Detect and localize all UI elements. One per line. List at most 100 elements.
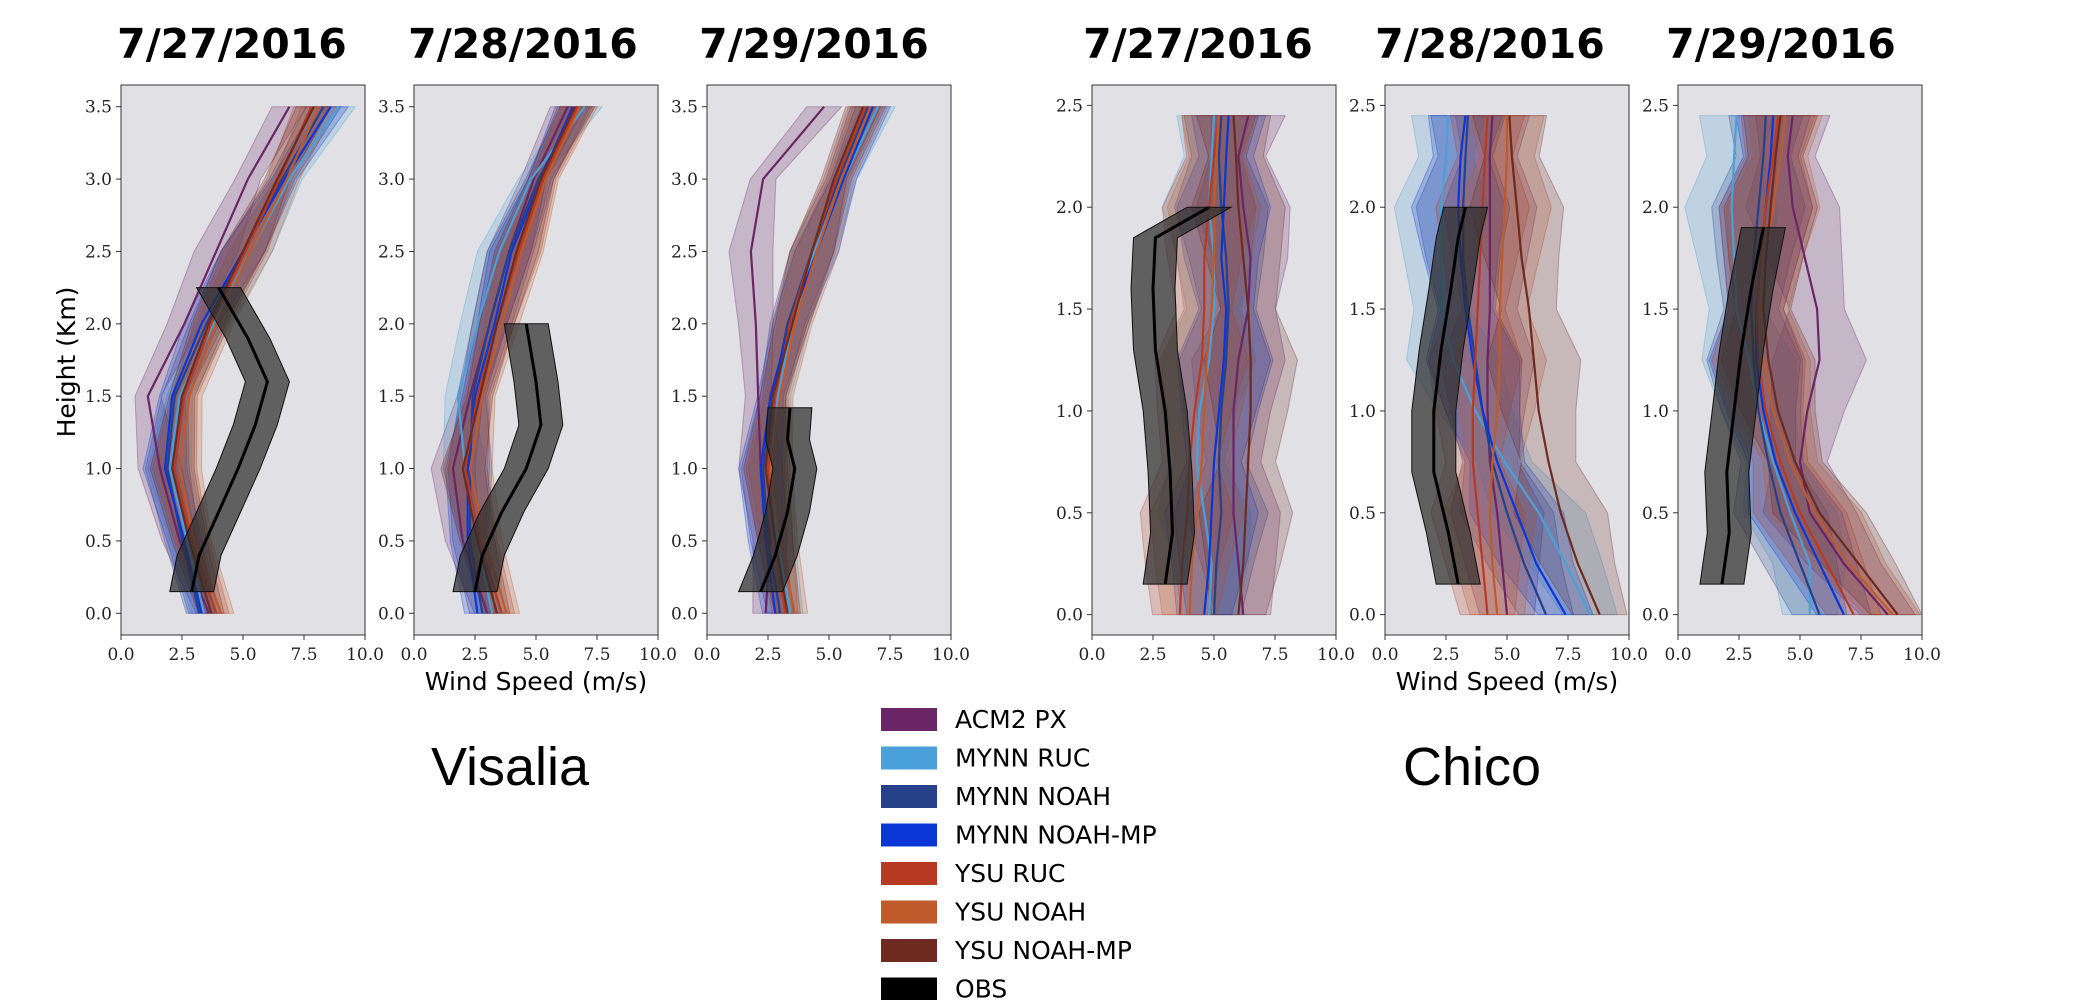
x-axis-label: Wind Speed (m/s) [425, 667, 647, 696]
x-tick-label: 10.0 [1903, 645, 1941, 665]
y-tick-label: 2.0 [85, 315, 112, 335]
legend: ACM2 PX MYNN RUC MYNN NOAH MYNN NOAH-MP YSU … [881, 705, 1157, 1000]
x-tick-label: 10.0 [932, 645, 970, 665]
y-tick-label: 1.0 [1056, 402, 1083, 422]
y-tick-label: 2.5 [1642, 96, 1669, 116]
spread-band-ysu-noah-mp [440, 106, 594, 614]
spread-band-mynn-ruc [147, 106, 357, 614]
legend-label-acm2-px: ACM2 PX [955, 705, 1067, 734]
x-tick-label: 5.0 [522, 645, 549, 665]
x-tick-label: 5.0 [1786, 645, 1813, 665]
mean-line-mynn-noah [1212, 115, 1230, 615]
y-tick-label: 0.0 [1056, 606, 1083, 626]
legend-label-ysu-noah: YSU NOAH [954, 898, 1086, 927]
y-tick-label: 0.5 [671, 532, 698, 552]
obs-mean-line [1432, 206, 1467, 585]
y-tick-label: 1.5 [1642, 300, 1669, 320]
spread-band-mynn-noah [447, 106, 596, 614]
y-tick-label: 3.5 [85, 98, 112, 118]
mean-line-ysu-noah [1188, 115, 1220, 615]
y-tick-label: 1.0 [85, 460, 112, 480]
x-tick-label: 5.0 [229, 645, 256, 665]
x-axis-label: Wind Speed (m/s) [1396, 667, 1618, 696]
mean-line-mynn-noah [469, 106, 579, 614]
x-tick-label: 10.0 [1317, 645, 1355, 665]
panel-date-title: 7/28/2016 [1375, 20, 1605, 68]
obs-mean-line [473, 323, 543, 592]
panel-date-title: 7/27/2016 [117, 20, 347, 68]
obs-spread-band [1130, 206, 1233, 585]
site-label-visalia: Visalia [431, 737, 590, 797]
x-tick-label: 2.5 [168, 645, 195, 665]
y-tick-label: 1.5 [85, 387, 112, 407]
y-tick-label: 1.0 [1642, 402, 1669, 422]
legend-label-mynn-noah-mp: MYNN NOAH-MP [955, 821, 1157, 850]
y-tick-label: 1.0 [1349, 402, 1376, 422]
legend-label-ysu-noah-mp: YSU NOAH-MP [954, 936, 1132, 965]
y-tick-label: 2.5 [1349, 96, 1376, 116]
legend-label-obs: OBS [955, 975, 1007, 1000]
spread-band-ysu-ruc [442, 106, 596, 614]
mean-line-ysu-ruc [1471, 115, 1489, 615]
x-tick-label: 7.5 [1554, 645, 1581, 665]
y-tick-label: 0.0 [1349, 606, 1376, 626]
y-tick-label: 3.0 [671, 170, 698, 190]
panel-visalia-3: 7/29/2016 0.0 2.5 5.0 7.5 10.0 0.0 0.5 1.0 1.5 2.0… [671, 20, 970, 665]
mean-line-acm2-px [451, 106, 569, 614]
x-tick-label: 5.0 [815, 645, 842, 665]
y-tick-label: 2.0 [1642, 198, 1669, 218]
legend-label-ysu-ruc: YSU RUC [954, 859, 1066, 888]
y-tick-label: 0.5 [1642, 504, 1669, 524]
x-tick-label: 2.5 [1139, 645, 1166, 665]
obs-spread-band [452, 323, 564, 593]
mean-line-mynn-noah-mp [163, 106, 332, 614]
mean-line-acm2-px [146, 106, 291, 614]
y-tick-label: 2.5 [671, 242, 698, 262]
x-tick-label: 7.5 [1261, 645, 1288, 665]
x-tick-label: 0.0 [400, 645, 427, 665]
y-tick-label: 1.5 [378, 387, 405, 407]
x-tick-label: 5.0 [1200, 645, 1227, 665]
mean-line-acm2-px [1486, 115, 1509, 615]
mean-line-ysu-noah-mp [1508, 115, 1601, 616]
y-tick-label: 1.5 [1056, 300, 1083, 320]
y-tick-label: 2.0 [378, 315, 405, 335]
y-tick-label: 2.0 [1349, 198, 1376, 218]
y-tick-label: 0.5 [378, 532, 405, 552]
x-tick-label: 2.5 [1725, 645, 1752, 665]
y-tick-label: 3.0 [378, 170, 405, 190]
y-tick-label: 2.5 [1056, 96, 1083, 116]
legend-swatch-ysu-noah [881, 900, 937, 924]
obs-mean-line [190, 286, 269, 592]
legend-label-mynn-ruc: MYNN RUC [955, 744, 1090, 773]
y-tick-label: 2.0 [1056, 198, 1083, 218]
y-tick-label: 1.0 [671, 460, 698, 480]
mean-line-ysu-noah-mp [1762, 115, 1899, 616]
panel-date-title: 7/29/2016 [699, 20, 929, 68]
spread-band-ysu-noah [447, 106, 599, 614]
mean-line-acm2-px [1786, 115, 1889, 616]
x-tick-label: 5.0 [1493, 645, 1520, 665]
panel-date-title: 7/27/2016 [1083, 20, 1313, 68]
obs-mean-line [1720, 227, 1765, 585]
x-tick-label: 0.0 [1664, 645, 1691, 665]
y-tick-label: 3.5 [378, 98, 405, 118]
spread-band-mynn-noah-mp [445, 106, 591, 614]
mean-line-ysu-noah-mp [1232, 115, 1252, 615]
x-tick-label: 7.5 [1847, 645, 1874, 665]
mean-line-ysu-noah-mp [171, 106, 315, 614]
legend-swatch-obs [881, 977, 937, 1000]
x-tick-label: 10.0 [639, 645, 677, 665]
x-tick-label: 2.5 [1432, 645, 1459, 665]
x-tick-label: 0.0 [107, 645, 134, 665]
y-tick-label: 1.5 [671, 387, 698, 407]
panel-date-title: 7/28/2016 [408, 20, 638, 68]
y-tick-label: 1.5 [1349, 300, 1376, 320]
spread-band-ysu-noah-mp [1469, 115, 1628, 616]
site-label-chico: Chico [1403, 737, 1541, 797]
panel-date-title: 7/29/2016 [1666, 20, 1896, 68]
mean-line-ysu-noah [1759, 115, 1894, 616]
legend-swatch-acm2-px [881, 708, 937, 731]
x-tick-label: 10.0 [1610, 645, 1648, 665]
